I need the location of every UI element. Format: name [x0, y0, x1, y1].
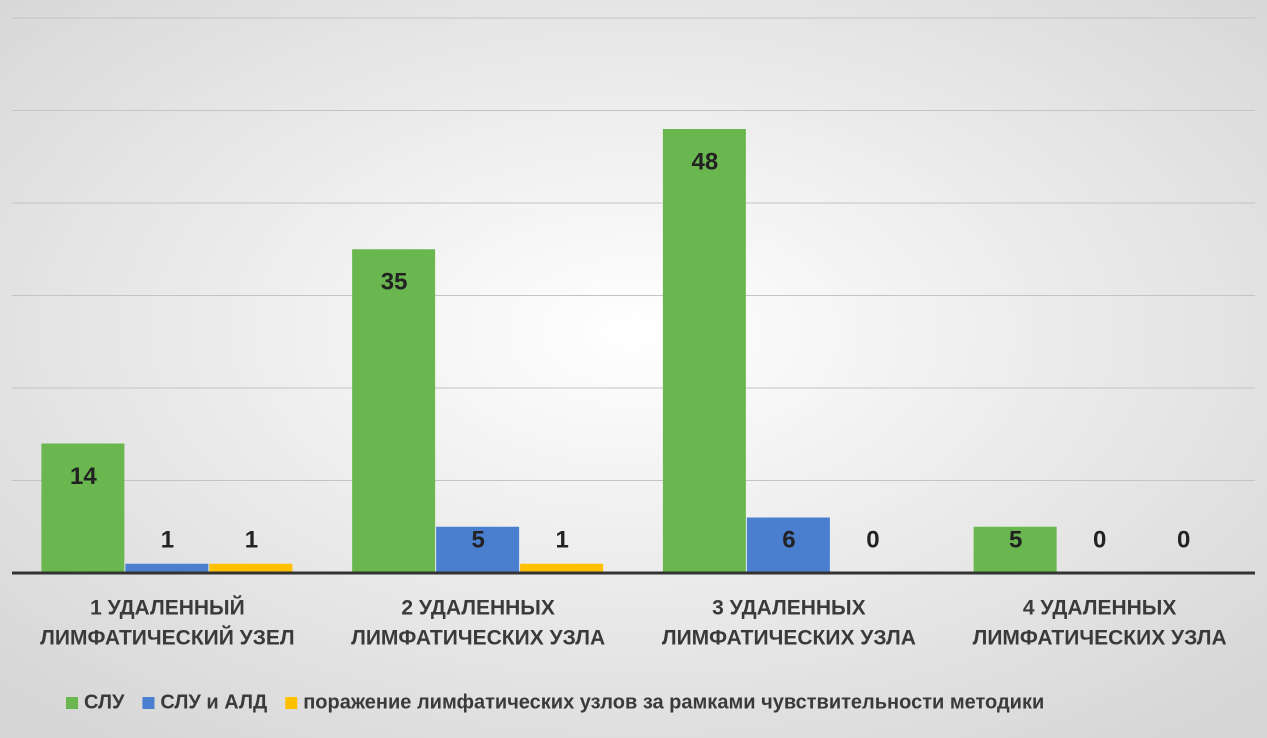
data-label: 0: [866, 526, 879, 553]
bar: [352, 249, 436, 573]
x-tick-label: ЛИМФАТИЧЕСКИХ УЗЛА: [973, 627, 1227, 650]
x-tick-label: 4 УДАЛЕННЫХ: [1023, 597, 1177, 620]
data-label: 1: [161, 526, 174, 553]
x-tick-label: ЛИМФАТИЧЕСКИХ УЗЛА: [351, 627, 605, 650]
legend: СЛУ СЛУ и АЛД поражение лимфатических узло…: [66, 691, 1044, 713]
legend-label: СЛУ и АЛД: [160, 691, 267, 713]
x-tick-label: ЛИМФАТИЧЕСКИХ УЗЛА: [662, 627, 916, 650]
legend-swatch: [142, 697, 155, 709]
x-tick-label: 1 УДАЛЕННЫЙ: [90, 596, 245, 620]
data-label: 0: [1177, 526, 1190, 553]
x-tick-label: ЛИМФАТИЧЕСКИЙ УЗЕЛ: [40, 626, 295, 650]
bar: [41, 443, 125, 573]
data-label: 5: [1009, 526, 1022, 553]
bars: 14 1 1 35 5 1 48 6 0 5 0 0: [41, 129, 1190, 573]
bar: [520, 563, 604, 573]
data-label: 48: [692, 148, 719, 175]
bar: [662, 129, 746, 573]
bar: [209, 563, 293, 573]
x-tick-label: 3 УДАЛЕННЫХ: [712, 597, 866, 620]
data-label: 1: [555, 526, 568, 553]
data-label: 0: [1093, 526, 1106, 553]
bar: [125, 563, 209, 573]
data-label: 35: [381, 269, 408, 296]
x-tick-label: 2 УДАЛЕННЫХ: [401, 597, 555, 620]
data-label: 1: [245, 526, 258, 553]
data-label: 14: [70, 463, 97, 490]
data-label: 5: [471, 526, 484, 553]
legend-label: поражение лимфатических узлов за рамками…: [303, 691, 1044, 713]
legend-swatch: [66, 697, 78, 709]
data-label: 6: [782, 526, 795, 553]
bar: [436, 526, 520, 573]
legend-swatch: [285, 697, 298, 709]
legend-label: СЛУ: [84, 691, 125, 713]
bar: [746, 517, 830, 573]
bar: [973, 526, 1057, 573]
